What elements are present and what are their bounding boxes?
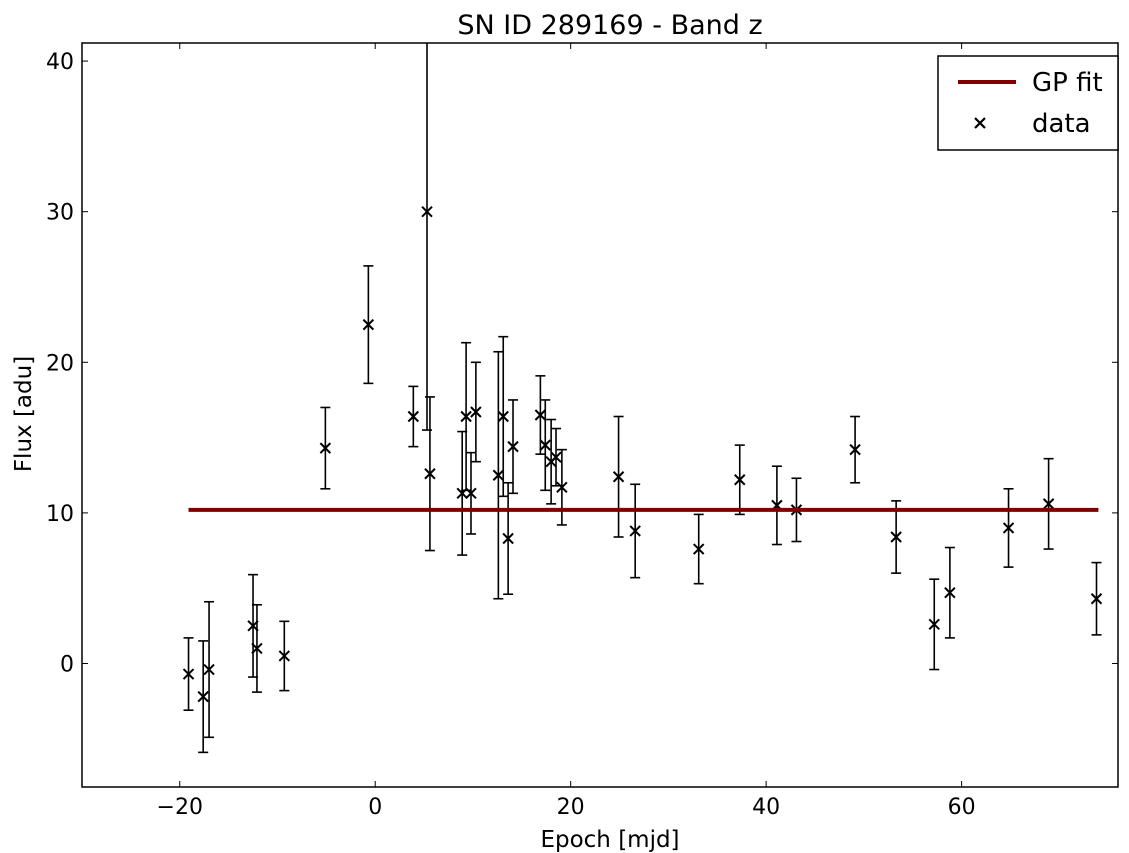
data-point <box>507 440 519 453</box>
data-point <box>734 474 746 486</box>
x-tick-label: 60 <box>948 795 976 820</box>
data-point <box>693 543 705 555</box>
y-tick-label: 30 <box>46 201 74 226</box>
x-tick-label: 20 <box>557 795 585 820</box>
data-point <box>407 410 420 423</box>
plot-area: −20 0 20 40 60 0 10 20 30 40 GP fit data <box>46 42 1119 820</box>
data-point <box>890 531 902 543</box>
data-point <box>502 532 514 545</box>
data-point <box>1002 522 1015 534</box>
x-axis-label: Epoch [mjd] <box>540 827 679 853</box>
legend-x-marker <box>974 117 986 129</box>
y-tick-label: 40 <box>46 50 74 75</box>
legend-label-gp-fit: GP fit <box>1032 68 1103 98</box>
data-point <box>362 318 375 331</box>
data-point <box>1042 498 1055 510</box>
data-point <box>182 668 195 680</box>
x-tick-label: 0 <box>368 795 382 820</box>
data-point <box>465 487 477 500</box>
data-point <box>1090 593 1103 605</box>
data-point <box>319 442 332 454</box>
data-point <box>944 587 956 599</box>
chart-title: SN ID 289169 - Band z <box>457 10 762 41</box>
data-point <box>278 650 291 662</box>
data-point <box>421 205 433 218</box>
data-point <box>497 410 509 423</box>
data-point <box>539 439 551 451</box>
x-tick-label: −20 <box>157 795 203 820</box>
y-axis-label: Flux [adu] <box>11 356 37 472</box>
data-point <box>550 451 562 463</box>
legend-box <box>937 55 1119 151</box>
data-point <box>629 525 641 537</box>
data-point <box>556 481 568 493</box>
data-point <box>460 410 472 423</box>
data-point <box>203 663 215 676</box>
y-tick-label: 10 <box>46 502 74 527</box>
legend-label-data: data <box>1032 109 1091 139</box>
data-point <box>424 468 436 480</box>
data-point <box>492 469 505 481</box>
data-point <box>251 642 263 655</box>
data-point <box>612 471 625 483</box>
data-point <box>849 443 861 456</box>
data-point <box>928 618 940 631</box>
data-point <box>470 406 482 418</box>
data-point <box>534 409 547 421</box>
y-tick-label: 20 <box>46 351 74 376</box>
axes-frame <box>81 42 1119 788</box>
legend: GP fit data <box>937 55 1119 151</box>
data-point <box>197 690 209 703</box>
data-layer <box>182 43 1103 754</box>
y-tick-label: 0 <box>60 653 74 678</box>
x-tick-label: 40 <box>752 795 780 820</box>
